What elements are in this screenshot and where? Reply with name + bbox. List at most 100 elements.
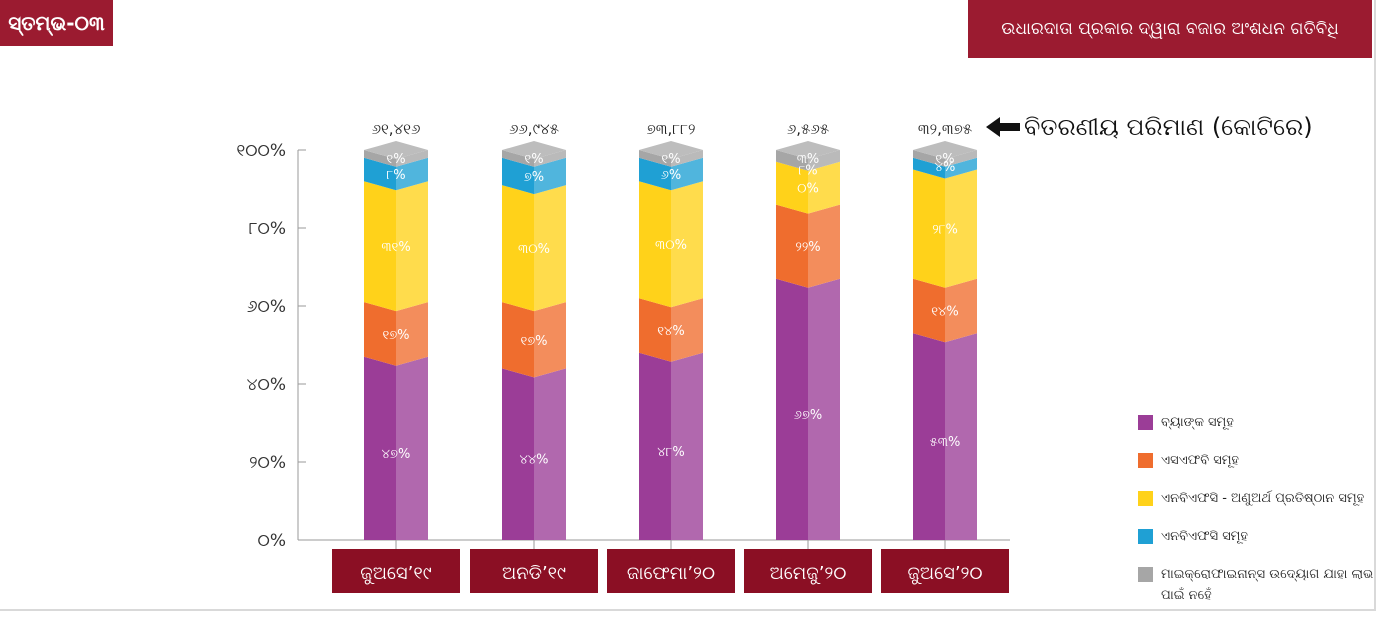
bar-segment xyxy=(534,368,566,540)
data-label: ୩୦% xyxy=(655,238,687,253)
page-frame xyxy=(0,0,1376,611)
bar-segment xyxy=(502,150,534,167)
bar-segment xyxy=(502,157,534,195)
bar-segment xyxy=(945,150,977,167)
bar-segment xyxy=(534,302,566,378)
category-box xyxy=(881,549,1009,593)
bar-segment xyxy=(671,352,703,540)
data-label: ୮% xyxy=(386,168,405,183)
bar-segment xyxy=(913,169,945,288)
data-label: ୧୪% xyxy=(657,324,684,339)
data-label: ୧୭% xyxy=(382,328,409,343)
bar-segment xyxy=(639,181,671,308)
data-label: ୮% xyxy=(798,164,817,179)
bar-segment xyxy=(364,181,396,312)
bar-top-cap xyxy=(639,141,703,159)
data-label: ୪୮% xyxy=(657,445,684,460)
data-label: ୧୪% xyxy=(931,305,958,320)
category-box xyxy=(744,549,872,593)
data-label: ୧% xyxy=(661,152,680,167)
bar-segment xyxy=(671,298,703,362)
bar-segment xyxy=(502,185,534,312)
bar-top-cap xyxy=(364,141,428,159)
bar-segment xyxy=(776,161,808,214)
legend-swatch xyxy=(1138,567,1153,582)
legend-label: ବ୍ୟାଙ୍କ ସମୂହ xyxy=(1161,415,1234,430)
bar-segment xyxy=(502,302,534,378)
data-label: ୪୭% xyxy=(382,447,411,462)
data-label: ୧% xyxy=(935,152,954,167)
data-label: ୭% xyxy=(524,170,544,185)
bar-segment xyxy=(945,333,977,540)
y-tick-label: ୧୦୦% xyxy=(236,141,286,161)
bar-segment xyxy=(945,157,977,179)
arrow-left-icon xyxy=(986,117,1020,137)
data-label: ୦% xyxy=(797,182,819,197)
bar-segment xyxy=(396,157,428,191)
bar-segment xyxy=(639,157,671,191)
bar-segment xyxy=(639,150,671,167)
legend-item-nbfc: ଏନବିଏଫସି ସମୂହ xyxy=(1138,526,1378,547)
volume-note: ବିତରଣୀୟ ପରିମାଣ (କୋଟିରେ) xyxy=(986,113,1313,141)
data-label: ୩୦% xyxy=(518,242,550,257)
x-tick-label: ଜାଫେମା’୨୦ xyxy=(627,563,715,584)
category-box xyxy=(470,549,598,593)
bar-segment xyxy=(913,333,945,540)
bar-top-cap xyxy=(913,141,977,159)
bar-segment xyxy=(776,204,808,288)
bar-segment xyxy=(534,157,566,195)
section-tag: ସ୍ତମ୍ଭ-୦୩ xyxy=(0,0,113,46)
data-label: ୧୭% xyxy=(520,334,547,349)
bar-segment xyxy=(808,278,840,540)
bar-total-label: ୬,୫୬୫ xyxy=(787,120,829,138)
legend-item-sfb: ଏସଏଫବି ସମୂହ xyxy=(1138,450,1378,471)
x-tick-label: ଅମେଜୁ’୨୦ xyxy=(770,563,847,584)
chart-title: ଉଧାରଦାତା ପ୍ରକାର ଦ୍ୱାରା ବଜାର ଅଂଶଧନ ଗତିବିଧ… xyxy=(968,0,1372,58)
bar-segment xyxy=(945,278,977,343)
data-label: ୨୨% xyxy=(795,240,820,255)
data-label: ୩୧% xyxy=(381,240,410,255)
y-tick-label: ୪୦% xyxy=(247,375,286,395)
data-label: ୪୪% xyxy=(519,453,548,468)
legend-label: ଏନବିଏଫସି ସମୂହ xyxy=(1161,529,1248,544)
bar-segment xyxy=(502,368,534,540)
bar-segment xyxy=(396,150,428,167)
bar-segment xyxy=(364,157,396,191)
data-label: ୧% xyxy=(524,152,543,167)
bar-segment xyxy=(671,150,703,167)
bar-segment xyxy=(396,356,428,540)
bar-top-cap xyxy=(502,141,566,159)
bar-segment xyxy=(945,169,977,288)
data-label: ୨୮% xyxy=(932,223,958,238)
bar-total-label: ୩୨,୩୭୫ xyxy=(918,120,972,138)
bar-total-label: ୬୬,୯୪୫ xyxy=(509,120,559,138)
legend-label: ମାଇକ୍ରୋଫାଇନାନ୍ସ ଉଦ୍ୟୋଗ ଯାହା ଲାଭ ପାଇଁ ନହେ… xyxy=(1161,567,1374,603)
bar-segment xyxy=(534,150,566,167)
bar-segment xyxy=(808,161,840,214)
y-tick-label: ୬୦% xyxy=(247,297,286,317)
legend-swatch xyxy=(1138,415,1153,430)
bar-segment xyxy=(808,150,840,171)
legend-item-nbfc-mfi: ଏନବିଏଫସି - ଅଣୁଅର୍ଥ ପ୍ରତିଷ୍ଠାନ ସମୂହ xyxy=(1138,488,1378,509)
y-tick-label: ୦% xyxy=(258,531,286,551)
bar-segment xyxy=(364,356,396,540)
y-tick-label: ୨୦% xyxy=(249,453,286,473)
x-tick-label: ଅନଡି’୧୯ xyxy=(502,563,566,584)
category-box xyxy=(607,549,735,593)
x-tick-label: ଜୁଅସେ’୨୦ xyxy=(907,563,982,584)
bar-total-label: ୭୩,୮୮୨ xyxy=(647,120,696,138)
bar-top-cap xyxy=(776,141,840,159)
bar-segment xyxy=(639,352,671,540)
bar-segment xyxy=(639,298,671,362)
data-label: ୬% xyxy=(661,168,682,183)
data-label: ୪% xyxy=(935,160,956,175)
bar-segment xyxy=(776,278,808,540)
legend-item-banks: ବ୍ୟାଙ୍କ ସମୂହ xyxy=(1138,412,1378,433)
data-label: ୬୭% xyxy=(794,408,822,423)
bar-segment xyxy=(364,150,396,167)
category-box xyxy=(332,549,460,593)
data-label: ୫୩% xyxy=(930,435,961,450)
volume-note-label: ବିତରଣୀୟ ପରିମାଣ (କୋଟିରେ) xyxy=(1024,113,1313,141)
bar-segment xyxy=(913,150,945,167)
